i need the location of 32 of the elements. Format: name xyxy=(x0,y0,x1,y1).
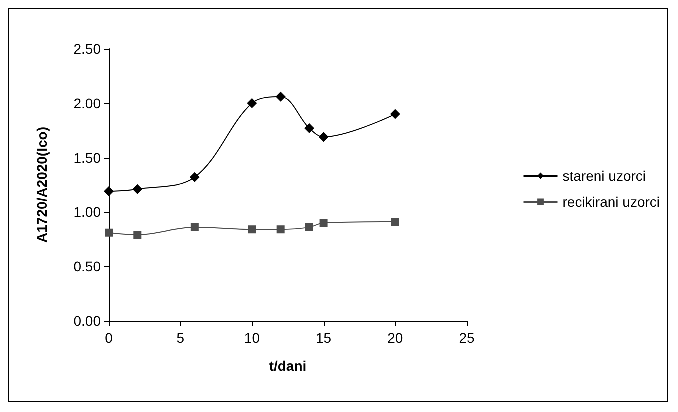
y-tick-label: 1.50 xyxy=(74,150,102,166)
point xyxy=(390,109,400,120)
point xyxy=(190,223,199,232)
y-tick-label: 0.50 xyxy=(74,258,102,275)
point xyxy=(105,228,113,237)
point xyxy=(134,231,142,240)
point xyxy=(305,223,314,232)
y-axis-title: A1720/A2020(Ico) xyxy=(34,127,50,243)
point xyxy=(248,226,256,234)
point xyxy=(132,184,143,194)
point xyxy=(318,132,329,142)
y-tick-label: 0.00 xyxy=(74,313,102,329)
x-tick-label: 10 xyxy=(244,330,260,346)
point xyxy=(391,218,400,226)
x-tick-label: 0 xyxy=(105,330,114,346)
x-tick-label: 20 xyxy=(388,330,404,346)
point xyxy=(304,123,314,134)
point xyxy=(247,98,258,108)
y-tick-label: 2.00 xyxy=(74,95,102,112)
x-axis-title: t/dani xyxy=(269,358,307,374)
x-tick-label: 15 xyxy=(316,330,332,346)
y-tick-label: 1.00 xyxy=(74,204,102,220)
point xyxy=(276,92,286,102)
legend-label: stareni uzorci xyxy=(562,168,646,184)
point xyxy=(104,186,114,197)
x-tick-label: 5 xyxy=(176,330,185,346)
legend-label: recikirani uzorci xyxy=(562,194,660,210)
point xyxy=(190,172,200,182)
x-tick-label: 25 xyxy=(459,330,475,346)
y-tick-label: 2.50 xyxy=(74,41,102,57)
point xyxy=(320,219,328,228)
point xyxy=(276,226,285,234)
